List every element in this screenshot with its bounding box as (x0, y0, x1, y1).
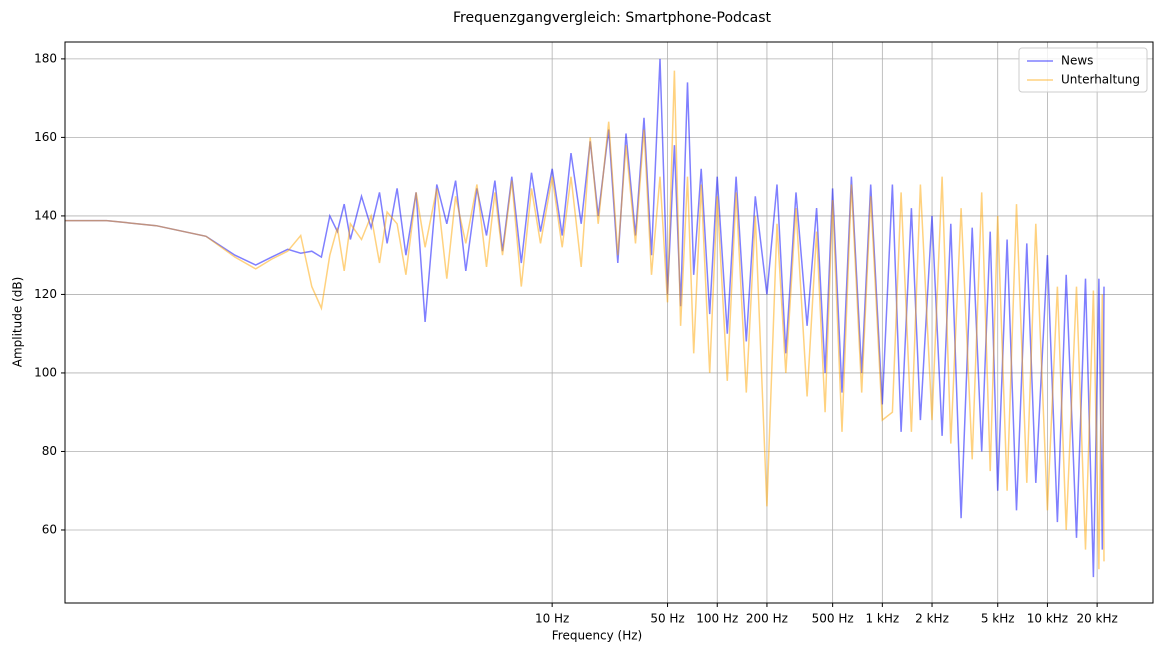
x-axis-label: Frequency (Hz) (552, 629, 643, 643)
x-tick-label: 50 Hz (650, 612, 684, 626)
x-tick-label: 20 kHz (1076, 612, 1117, 626)
x-tick-label: 1 kHz (865, 612, 899, 626)
x-tick-label: 10 kHz (1027, 612, 1068, 626)
x-tick-label: 100 Hz (696, 612, 738, 626)
data-line (65, 70, 1105, 570)
legend-box (1018, 47, 1148, 93)
x-tick-label: 2 kHz (915, 612, 949, 626)
legend-label: Unterhaltung (1061, 73, 1140, 87)
chart-title: Frequenzgangvergleich: Smartphone-Podcas… (453, 10, 772, 26)
y-axis-label: Amplitude (dB) (11, 277, 25, 368)
x-tick-label: 200 Hz (746, 612, 788, 626)
y-tick-label: 160 (34, 130, 57, 144)
plot-frame (64, 41, 1154, 604)
y-tick-label: 180 (34, 51, 57, 65)
legend-label: News (1061, 54, 1093, 68)
y-tick-label: 60 (42, 522, 57, 536)
y-tick-label: 80 (42, 444, 57, 458)
data-line (65, 58, 1105, 578)
x-tick-label: 500 Hz (812, 612, 854, 626)
y-tick-label: 140 (34, 208, 57, 222)
x-tick-label: 10 Hz (535, 612, 569, 626)
y-tick-label: 100 (34, 365, 57, 379)
x-tick-label: 5 kHz (981, 612, 1015, 626)
y-tick-label: 120 (34, 287, 57, 301)
